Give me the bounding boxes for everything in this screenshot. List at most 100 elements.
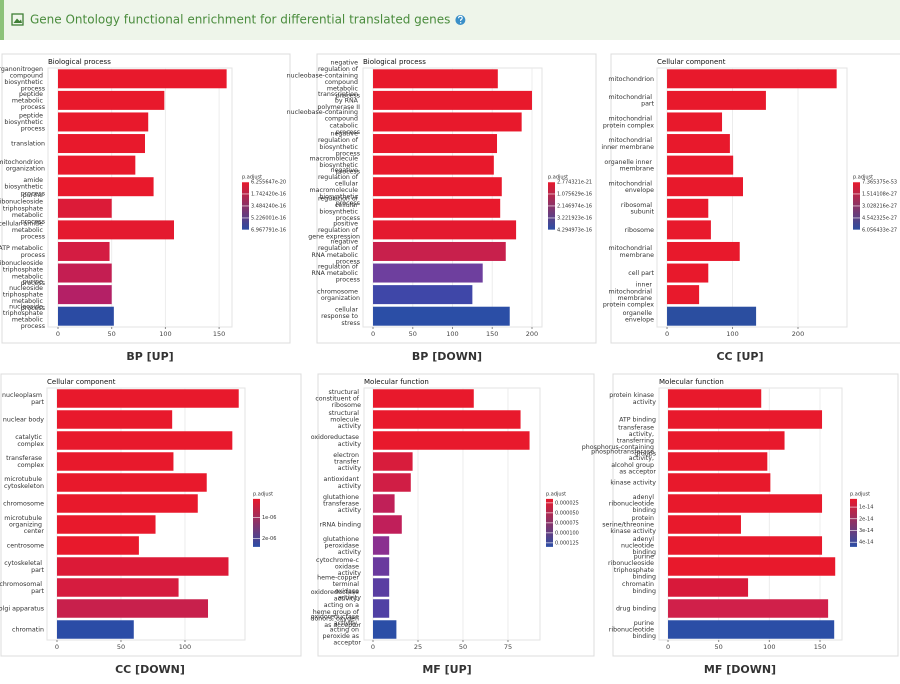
category-label: rRNA binding <box>320 522 361 529</box>
bar <box>668 389 762 408</box>
bar <box>56 578 179 597</box>
x-tick-label: 50 <box>409 330 417 338</box>
category-label: ATP binding <box>619 417 656 424</box>
bar <box>57 69 227 89</box>
bar <box>56 410 173 429</box>
plot-area <box>363 387 541 641</box>
chart-caption: CC [DOWN] <box>115 663 185 676</box>
category-label: nucleoplasm part <box>2 392 44 406</box>
category-label: purine ribonucleoside triphosphate metab… <box>0 192 45 225</box>
help-icon[interactable] <box>455 15 466 25</box>
panel-frame <box>317 373 595 657</box>
bar <box>373 220 517 240</box>
panel-title: Biological process <box>48 58 111 66</box>
category-label: purine ribonucleotide binding <box>609 620 656 640</box>
legend-title: p.adjust <box>546 491 566 497</box>
legend-tick-label: 6.967791e-16 <box>251 227 286 233</box>
x-tick-label: 50 <box>117 643 125 651</box>
category-label: mitochondrial envelope <box>609 180 655 194</box>
bar <box>372 620 397 639</box>
legend-tick-label: 1.742420e-16 <box>251 191 286 197</box>
category-label: organelle inner membrane <box>604 159 654 173</box>
bar <box>56 389 239 408</box>
category-label: nucleoside triphosphate metabolic proces… <box>3 303 45 330</box>
category-label: kinase activity <box>610 480 656 487</box>
category-label: microtubule organizing center <box>4 515 44 535</box>
bar <box>373 134 498 154</box>
legend-colorbar <box>253 498 260 547</box>
bar <box>57 90 165 110</box>
bar <box>372 494 395 513</box>
bar <box>668 494 823 513</box>
legend-tick-label: 3.484240e-16 <box>251 203 286 209</box>
x-tick-label: 0 <box>665 330 669 338</box>
bar <box>372 515 402 534</box>
bar <box>56 473 207 492</box>
legend-tick-label: 3.028216e-27 <box>862 203 897 209</box>
x-tick-label: 100 <box>446 330 458 338</box>
category-label: peptide metabolic process <box>12 91 45 111</box>
panel-frame <box>612 373 899 657</box>
bar <box>667 241 740 261</box>
category-label: ATP metabolic process <box>0 245 45 259</box>
category-label: transcription by RNA polymerase II <box>317 91 360 111</box>
bar <box>373 112 522 132</box>
bar <box>667 263 709 283</box>
legend-tick-label: 0.000050 <box>555 510 579 516</box>
category-label: regulation of cellular biosynthetic proc… <box>318 195 360 222</box>
x-tick-label: 150 <box>814 643 826 651</box>
bar <box>57 134 145 154</box>
bar <box>667 198 709 218</box>
bar <box>668 473 771 492</box>
header-bar <box>0 0 900 40</box>
category-label: protein serine/threonine kinase activity <box>602 515 656 535</box>
panel-title: Molecular function <box>364 378 429 386</box>
bar <box>668 578 749 597</box>
bar <box>373 285 473 305</box>
legend-tick-label: 4.542325e-27 <box>862 215 897 221</box>
bar <box>373 155 494 175</box>
bar <box>667 177 743 197</box>
category-label: negative regulation of biosynthetic proc… <box>318 131 360 158</box>
legend-tick-label: 4.294973e-16 <box>557 227 592 233</box>
category-label: glutathione transferase activity <box>323 494 361 514</box>
category-label: cell part <box>628 270 654 277</box>
legend-tick-label: 7.365375e-53 <box>862 179 897 185</box>
bar <box>668 620 835 639</box>
panel-frame <box>610 53 900 344</box>
bar <box>372 410 521 429</box>
legend-tick-label: 1.075629e-16 <box>557 191 592 197</box>
image-icon <box>11 13 24 26</box>
plot-area <box>47 67 233 328</box>
x-tick-label: 0 <box>371 330 375 338</box>
panel-frame <box>316 53 597 344</box>
legend-tick-label: 4e-14 <box>859 540 873 546</box>
bar <box>372 536 390 555</box>
category-label: ribosome <box>625 227 654 234</box>
legend-tick-label: 0.000125 <box>555 540 579 546</box>
category-label: antioxidant activity <box>323 476 361 490</box>
x-tick-label: 0 <box>666 643 670 651</box>
bar <box>373 90 532 110</box>
x-tick-label: 150 <box>213 330 225 338</box>
legend-tick-label: 6.255647e-20 <box>251 179 286 185</box>
legend-title: p.adjust <box>253 491 273 497</box>
legend-title: p.adjust <box>850 491 870 497</box>
category-label: organelle envelope <box>623 310 655 324</box>
category-label: cellular response to stress <box>321 307 360 327</box>
panel-title: Molecular function <box>659 378 724 386</box>
x-tick-label: 50 <box>715 643 723 651</box>
category-label: microtubule cytoskeleton <box>4 476 44 490</box>
category-label: transferase activity, transferring phosp… <box>582 424 656 457</box>
category-label: ribonucleoside triphosphate metabolic pr… <box>0 260 45 287</box>
bar <box>57 220 174 240</box>
category-label: oxidoreductase activity, acting on perox… <box>311 613 362 646</box>
chart-caption: CC [UP] <box>716 350 763 363</box>
bar <box>668 410 823 429</box>
x-tick-label: 0 <box>55 643 59 651</box>
category-label: mitochondrial membrane <box>609 245 655 259</box>
category-label: adenyl ribonucleotide binding <box>609 494 656 514</box>
category-label: chromatin binding <box>622 581 656 595</box>
bar <box>373 177 502 197</box>
